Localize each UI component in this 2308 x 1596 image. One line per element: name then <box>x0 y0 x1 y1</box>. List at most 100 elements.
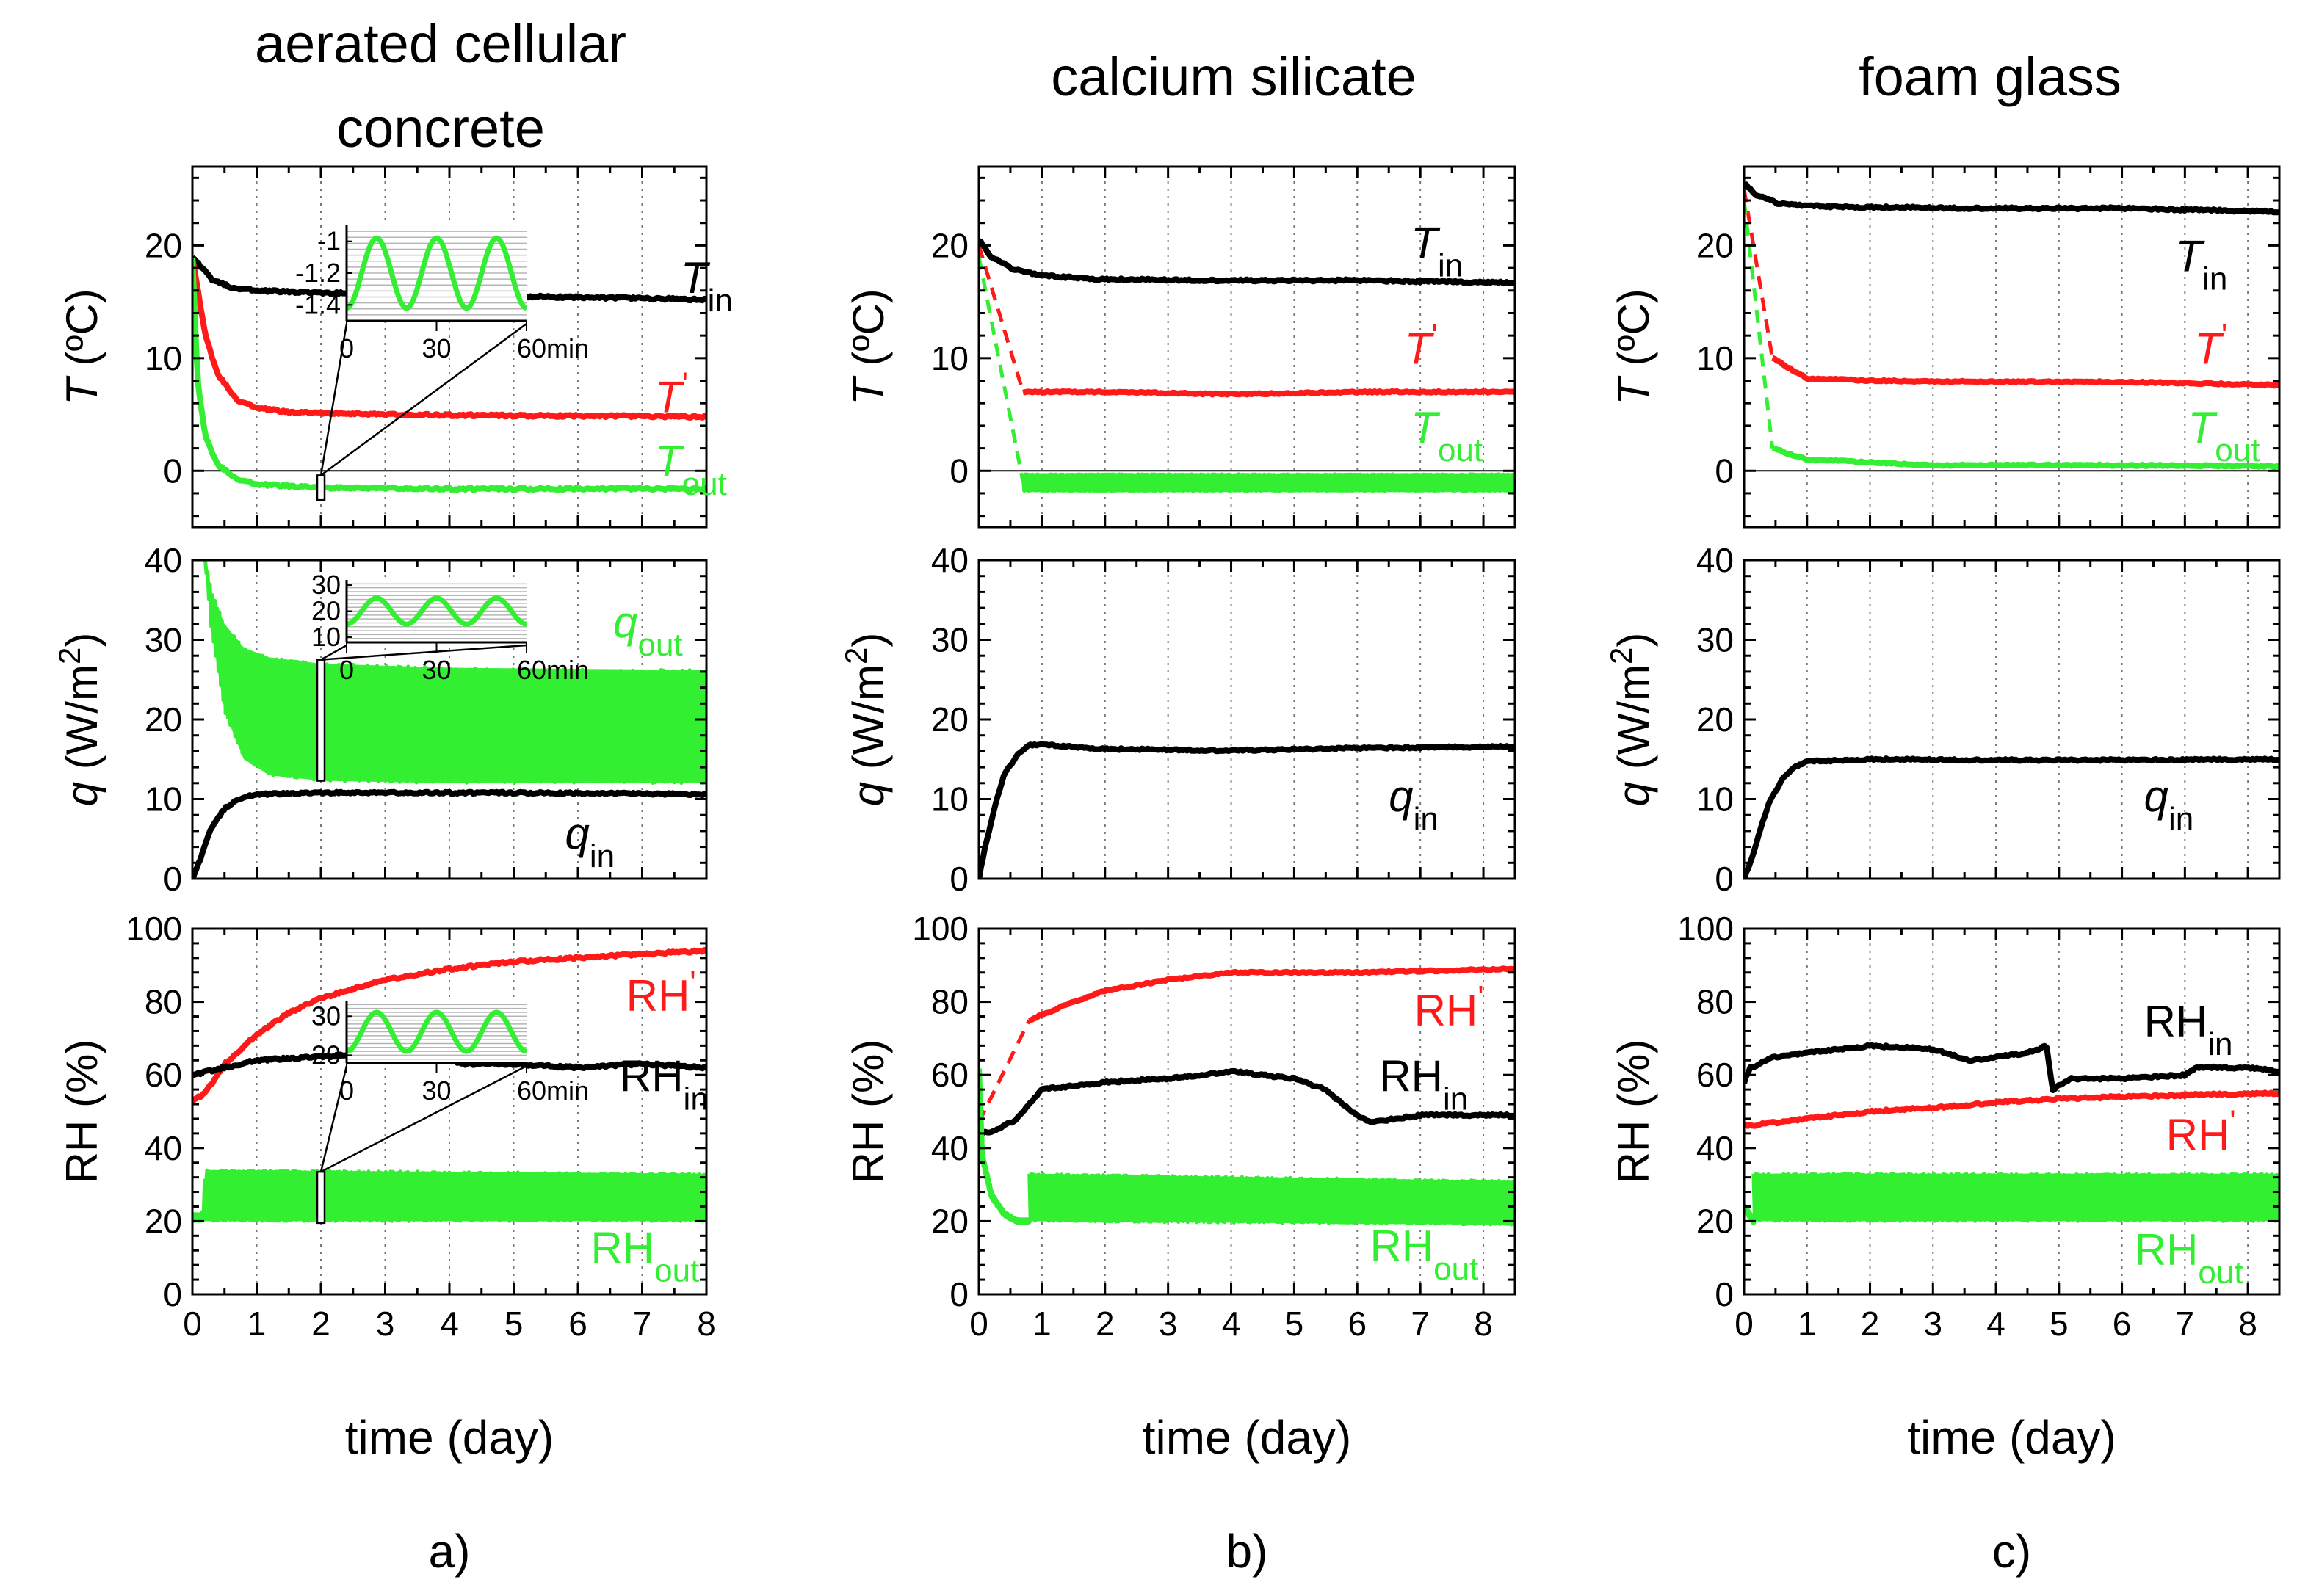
x-tick-label: 0 <box>1734 1305 1754 1343</box>
series-label: T' <box>1405 317 1438 374</box>
data-layer <box>1744 181 2279 470</box>
series-label-sub: in <box>684 1081 709 1117</box>
x-tick-label: 2 <box>311 1305 330 1343</box>
y-tick-label: 40 <box>145 541 182 579</box>
y-axis-unit: (ºC) <box>844 289 893 378</box>
x-tick-label: 4 <box>440 1305 459 1343</box>
series-q_in <box>1744 755 2279 879</box>
y-axis-unit-close: ) <box>1609 633 1658 648</box>
x-tick-label: 4 <box>1986 1305 2005 1343</box>
y-tick-label: 40 <box>931 541 969 579</box>
series-label-main: RH <box>620 1052 684 1101</box>
data-layer <box>1744 1042 2279 1225</box>
series-label-main: q <box>613 598 637 647</box>
y-tick-label: 0 <box>163 451 182 490</box>
series-q_in <box>979 741 1515 879</box>
series-T_out <box>192 258 706 493</box>
y-axis-label: RH (%) <box>1609 1040 1658 1184</box>
series-T_out <box>1771 445 2279 470</box>
inset-series <box>346 1009 527 1054</box>
series-label-main: T <box>1405 324 1435 374</box>
subplot-q: 0 10 20 30 40 q (W/m2) <box>1604 541 2281 898</box>
y-axis-unit: (W/m <box>844 664 893 782</box>
inset-series <box>346 595 527 627</box>
x-tick-label: 7 <box>633 1305 652 1343</box>
y-axis-text: RH (%) <box>1609 1040 1658 1184</box>
band-RH_out <box>1029 1173 1515 1225</box>
y-tick-label: 0 <box>163 860 182 898</box>
series-RH_in <box>979 1067 1515 1136</box>
series-label: Tin <box>681 253 733 319</box>
series-label-main: T <box>655 372 685 421</box>
y-axis-unit: (W/m <box>1609 664 1658 782</box>
series-T_out <box>1022 478 1515 486</box>
x-tick-label: 2 <box>1096 1305 1115 1343</box>
subplot-T: 0 10 20 T (ºC) <box>1609 165 2281 529</box>
series-label: qin <box>1389 772 1439 837</box>
subplot-RH: 0 20 40 60 80 100 0 1 2 3 4 5 6 7 8 RH (%) <box>1609 910 2281 1343</box>
series-label-sup: ' <box>1431 317 1437 353</box>
y-axis-label: q (W/m2) <box>839 633 894 807</box>
x-tick-label: 6 <box>2113 1305 2132 1343</box>
y-tick-label: 20 <box>145 700 182 739</box>
series-label: RH' <box>626 965 696 1021</box>
series-Tprime-dashed <box>979 244 1025 393</box>
zoom-connector <box>320 1064 527 1173</box>
series-label-main: RH <box>1379 1052 1443 1101</box>
subplot-q: 0 10 20 30 40 q (W/m2) <box>839 541 1516 898</box>
x-tick-label: 1 <box>247 1305 267 1343</box>
zoom-connector <box>319 323 348 476</box>
y-axis-unit-close: ) <box>57 633 106 648</box>
zoom-connector <box>320 644 347 661</box>
x-axis-label: time (day) <box>1907 1411 2116 1464</box>
series-T_in <box>979 238 1515 286</box>
x-tick-label: 7 <box>1411 1305 1430 1343</box>
data-layer <box>979 741 1515 879</box>
y-tick-label: 100 <box>912 910 969 948</box>
series-label-sub: in <box>2207 1026 2232 1062</box>
series-label: qin <box>565 809 615 874</box>
y-tick-label: 20 <box>145 1202 182 1240</box>
series-label-sup: ' <box>1477 979 1483 1015</box>
series-label-main: RH <box>2135 1225 2199 1274</box>
y-axis-label: RH (%) <box>57 1040 106 1184</box>
x-tick-label: 6 <box>568 1305 587 1343</box>
x-tick-label: 5 <box>504 1305 524 1343</box>
x-tick-label: 5 <box>2050 1305 2069 1343</box>
series-label-sub: out <box>2215 432 2260 468</box>
plot-frame <box>1743 559 2281 880</box>
x-tick-label: 0 <box>183 1305 202 1343</box>
zoom-connector <box>319 1065 348 1172</box>
x-tick-label: 3 <box>1923 1305 1942 1343</box>
data-layer <box>979 238 1515 493</box>
series-RHprime <box>192 947 706 1104</box>
inset-x-tick-label: 30 <box>422 1076 451 1106</box>
y-axis-label: RH (%) <box>844 1040 893 1184</box>
series-RH_in <box>1744 1042 2279 1093</box>
series-label-sub: out <box>1433 1251 1478 1287</box>
series-label-main: RH <box>1414 986 1478 1035</box>
series-RH_out <box>979 1068 1032 1225</box>
y-tick-label: 60 <box>1696 1056 1734 1094</box>
y-tick-label: 20 <box>1696 1202 1734 1240</box>
y-axis-unit: (W/m <box>57 664 106 782</box>
data-layer <box>192 560 706 879</box>
panel-label: a) <box>429 1525 471 1578</box>
series-label: RHin <box>2144 997 2233 1062</box>
series-label: Tin <box>2175 232 2227 297</box>
y-axis-unit-sup: 2 <box>839 648 873 664</box>
series-label: T' <box>2194 317 2227 374</box>
series-T_out-dashed <box>979 256 1025 483</box>
y-tick-label: 40 <box>1696 541 1734 579</box>
series-label-main: T <box>655 437 685 486</box>
series-label-main: T <box>2194 324 2224 374</box>
y-tick-label: 60 <box>145 1056 182 1094</box>
series-label-main: T <box>1411 403 1441 452</box>
y-axis-label: T (ºC) <box>844 289 893 405</box>
series-label-main: RH <box>591 1224 655 1273</box>
series-label: RH' <box>2166 1103 2236 1160</box>
